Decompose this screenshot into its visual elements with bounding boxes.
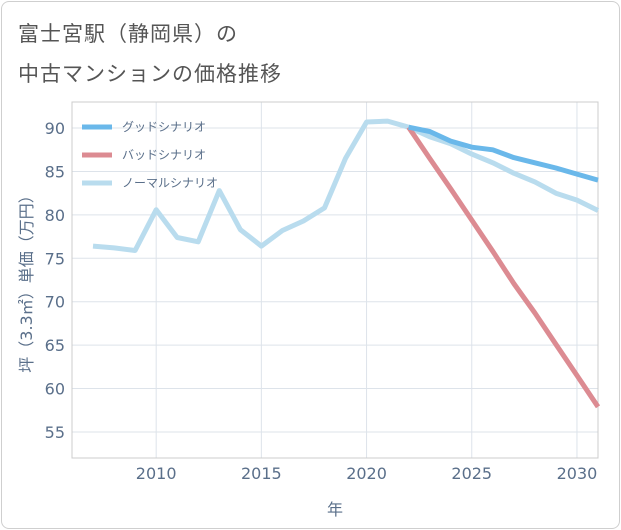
plot-frame [71, 101, 599, 459]
legend-label: グッドシナリオ [122, 120, 206, 134]
series-line-0 [408, 124, 599, 183]
y-tick-label: 80 [45, 206, 65, 225]
series-lines [92, 118, 601, 409]
y-tick-labels: 55 60 65 70 75 80 85 90 [45, 119, 65, 442]
x-tick-label: 2020 [346, 464, 387, 483]
y-tick-label: 65 [45, 336, 65, 355]
legend-label: ノーマルシナリオ [122, 176, 218, 190]
x-axis-label: 年 [327, 500, 343, 519]
legend-label: バッドシナリオ [122, 148, 206, 162]
x-tick-label: 2010 [136, 464, 177, 483]
x-tick-labels: 2010 2015 2020 2025 2030 [136, 464, 598, 483]
x-tick-label: 2015 [241, 464, 282, 483]
y-axis-label: 坪（3.3㎡）単価（万円） [17, 187, 36, 372]
y-tick-label: 60 [45, 380, 65, 399]
y-tick-label: 90 [45, 119, 65, 138]
series-line-2 [92, 118, 600, 253]
x-tick-label: 2030 [557, 464, 598, 483]
x-tick-label: 2025 [451, 464, 492, 483]
series-line-1 [406, 125, 601, 409]
y-tick-label: 85 [45, 162, 65, 181]
chart-title-line1: 富士宮駅（静岡県）の [18, 22, 238, 46]
y-tick-label: 55 [45, 423, 65, 442]
chart-title-line2: 中古マンションの価格推移 [18, 62, 282, 86]
y-tick-label: 70 [45, 293, 65, 312]
y-tick-label: 75 [45, 249, 65, 268]
grid-lines [72, 102, 598, 458]
